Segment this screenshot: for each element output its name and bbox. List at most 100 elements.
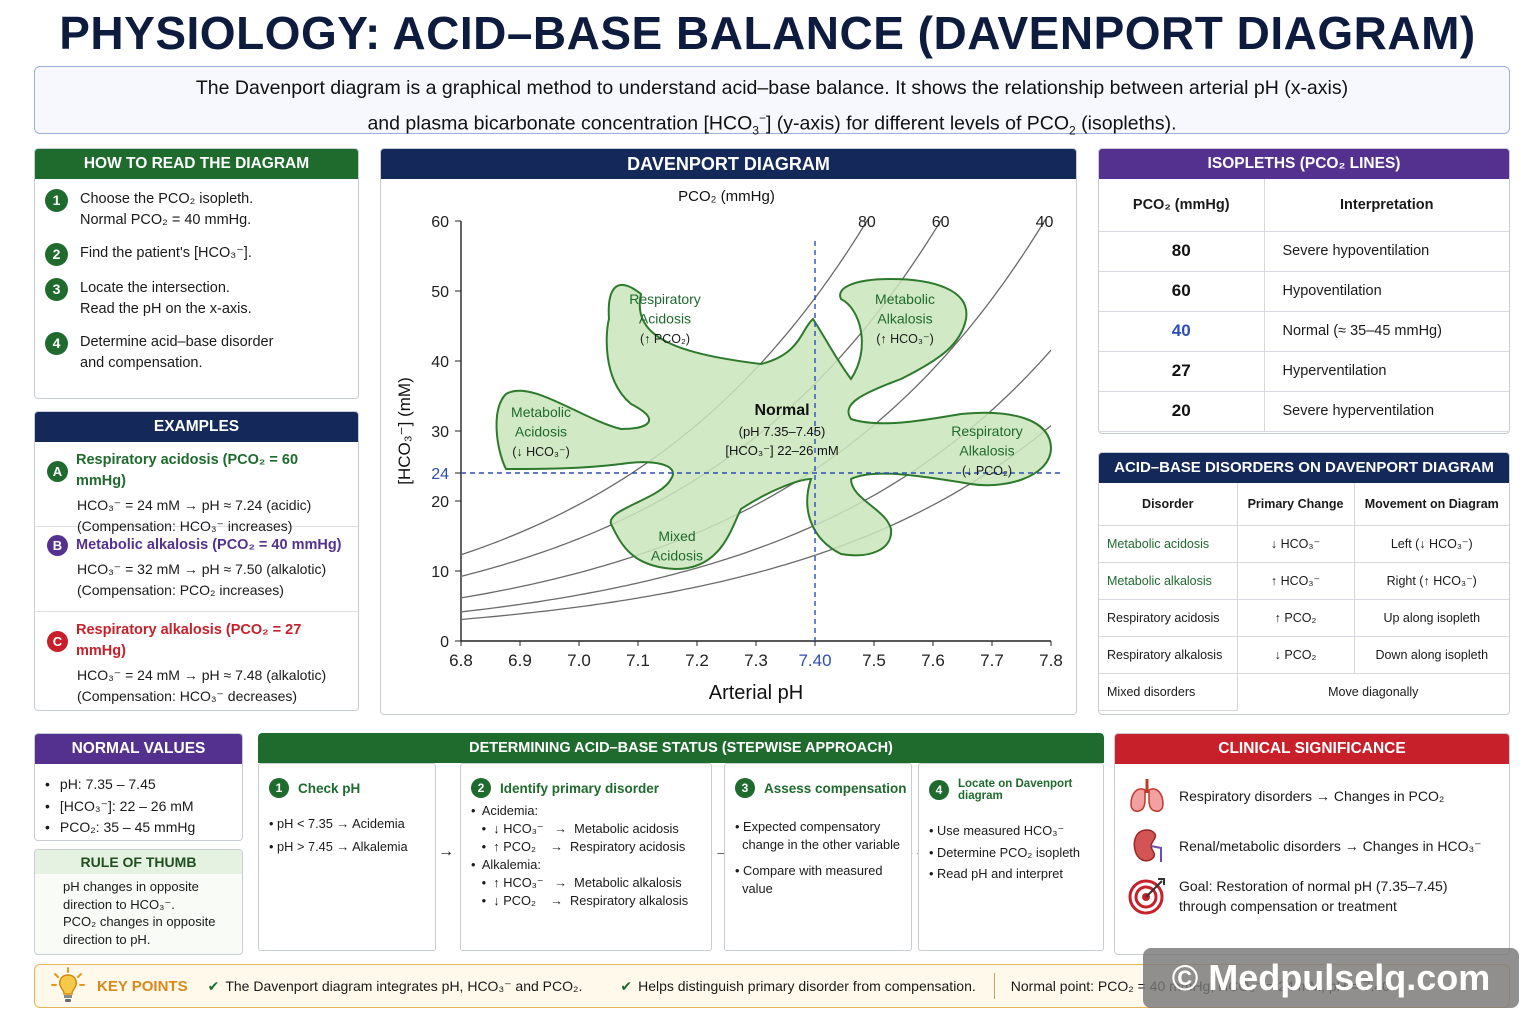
intro-line-1: The Davenport diagram is a graphical met… — [195, 77, 1349, 99]
example-letter-badge: A — [47, 460, 68, 482]
step-2-number: 2 — [471, 778, 491, 798]
step-detail-line: • ↓ PCO₂ → Respiratory alkalosis — [471, 893, 689, 908]
read-step-number: 2 — [45, 243, 68, 266]
disorder-row: Respiratory acidosis ↑ PCO₂ Up along isopl… — [1099, 599, 1509, 637]
clinical-line-2: through compensation or treatment — [1179, 898, 1397, 914]
isopleths-table: PCO₂ (mmHg) Interpretation 80 Severe hypo… — [1099, 179, 1509, 432]
example-line-2: (Compensation: HCO₃⁻ decreases) — [77, 688, 298, 704]
read-step-line-1: Locate the intersection. — [80, 280, 230, 296]
isopleth-line-20 — [461, 425, 1051, 621]
x-tick-label: 7.40 — [798, 651, 831, 670]
clinical-text: Respiratory disorders → Changes in PCO₂ — [1179, 786, 1444, 806]
disorders-panel: ACID–BASE DISORDERS ON DAVENPORT DIAGRAM… — [1098, 452, 1510, 715]
examples-panel: EXAMPLES A Respiratory acidosis (PCO₂ = 6… — [34, 411, 359, 711]
respiratory-alkalosis-label: Respiratory — [951, 423, 1023, 439]
normal-value-text: [HCO₃⁻]: 22 – 26 mM — [59, 797, 194, 814]
step-4-title: Locate on Davenport diagram — [958, 778, 1073, 802]
clinical-panel: CLINICAL SIGNIFICANCE Respiratory disord… — [1114, 733, 1510, 955]
read-step-line-2: Normal PCO₂ = 40 mmHg. — [80, 212, 252, 228]
disorder-name: Mixed disorders — [1099, 673, 1238, 711]
isopleths-panel: ISOPLETHS (PCO₂ LINES) PCO₂ (mmHg) Inter… — [1098, 148, 1510, 434]
how-to-read-heading: HOW TO READ THE DIAGRAM — [35, 149, 358, 179]
example-letter-badge: B — [47, 535, 68, 556]
isopleth-line-40 — [461, 219, 1047, 599]
step-detail-line: • Use measured HCO₃⁻ — [929, 823, 1065, 838]
step-2-title: Identify primary disorder — [500, 780, 660, 796]
normal-values-heading: NORMAL VALUES — [35, 734, 242, 764]
step-detail-line: value — [735, 881, 773, 896]
read-step: 4 Determine acid–base disorder and compens… — [45, 332, 358, 374]
y-tick-label: 40 — [431, 354, 449, 371]
stepwise-heading: DETERMINING ACID–BASE STATUS (STEPWISE A… — [258, 733, 1104, 763]
bullet-icon: • — [45, 797, 50, 814]
watermark: © Medpulselq.com — [1143, 948, 1519, 1008]
example-title: Respiratory acidosis (PCO₂ = 60 mmHg) — [76, 452, 299, 489]
rule-line: PCO₂ changes in opposite — [63, 914, 216, 929]
step-1-box: 1 Check pH • pH < 7.35 → Acidemia • pH > 7… — [258, 763, 436, 951]
clinical-heading: CLINICAL SIGNIFICANCE — [1115, 734, 1509, 764]
isopleth-pco2: 40 — [1099, 311, 1265, 352]
x-axis-label: Arterial pH — [709, 682, 803, 704]
disorder-row: Metabolic acidosis ↓ HCO₃⁻ Left (↓ HCO₃⁻) — [1099, 525, 1509, 563]
examples-heading: EXAMPLES — [35, 412, 358, 442]
disorder-row: Metabolic alkalosis ↑ HCO₃⁻ Right (↑ HCO₃⁻… — [1099, 562, 1509, 600]
disorder-movement: Move diagonally — [1328, 684, 1419, 699]
disorders-col-primary: Primary Change — [1237, 483, 1355, 526]
x-tick-label: 7.7 — [980, 651, 1004, 670]
y-tick-label: 30 — [431, 424, 449, 441]
read-step-line-1: Find the patient's [HCO₃⁻]. — [80, 245, 252, 261]
stepwise-panel: DETERMINING ACID–BASE STATUS (STEPWISE A… — [258, 733, 1104, 955]
y-tick-label: 20 — [431, 494, 449, 511]
example-letter-badge: C — [47, 630, 68, 652]
rule-line: direction to HCO₃⁻. — [63, 896, 175, 912]
example-title: Respiratory alkalosis (PCO₂ = 27 mmHg) — [76, 622, 302, 659]
page-title: PHYSIOLOGY: ACID–BASE BALANCE (DAVENPORT… — [59, 7, 1476, 59]
read-step-number: 1 — [45, 189, 68, 212]
step-detail-line: • Acidemia: — [471, 803, 539, 818]
step-detail-line: • pH < 7.35 → Acidemia — [269, 816, 405, 831]
x-tick-label: 7.0 — [567, 651, 591, 670]
disorder-primary-change: ↑ HCO₃⁻ — [1237, 562, 1355, 600]
isopleth-interpretation: Severe hyperventilation — [1264, 391, 1509, 432]
disorder-row-mixed: Mixed disorders Move diagonally — [1099, 673, 1509, 711]
davenport-diagram-panel: DAVENPORT DIAGRAM 6.8 6.9 7.0 7.1 7.2 7.3 7.40… — [380, 148, 1077, 715]
clinical-text: Goal: Restoration of normal pH (7.35–7.4… — [1179, 876, 1447, 916]
kidney-icon — [1127, 826, 1167, 866]
disorder-movement: Left (↓ HCO₃⁻) — [1354, 525, 1509, 563]
isopleth-label: 80 — [858, 214, 876, 231]
y-tick-label: 0 — [440, 634, 449, 651]
isopleth-row: 80 Severe hypoventilation — [1099, 231, 1509, 272]
y-tick-label: 60 — [431, 214, 449, 231]
disorders-heading: ACID–BASE DISORDERS ON DAVENPORT DIAGRAM — [1099, 453, 1509, 483]
clinical-item: Renal/metabolic disorders → Changes in H… — [1127, 826, 1509, 866]
acid-base-region-shape — [495, 277, 1053, 571]
disorders-col-movement: Movement on Diagram — [1354, 483, 1509, 526]
step-detail-line: • ↑ HCO₃⁻ → Metabolic alkalosis — [471, 875, 682, 890]
disorder-primary-change: ↑ PCO₂ — [1237, 599, 1355, 637]
read-step: 3 Locate the intersection. Read the pH on … — [45, 278, 358, 320]
read-step-line-1: Choose the PCO₂ isopleth. — [80, 191, 254, 207]
isopleth-interpretation: Severe hypoventilation — [1264, 231, 1509, 272]
isopleth-row: 60 Hypoventilation — [1099, 271, 1509, 312]
step-arrow-1: → — [438, 843, 454, 860]
disorder-name: Metabolic acidosis — [1099, 525, 1238, 563]
metabolic-acidosis-label: Metabolic — [511, 404, 571, 420]
step-detail-line: • Alkalemia: — [471, 857, 541, 872]
how-to-read-panel: HOW TO READ THE DIAGRAM 1 Choose the PCO₂… — [34, 148, 359, 399]
x-tick-label: 7.1 — [626, 651, 650, 670]
step-1-number: 1 — [269, 778, 289, 798]
mixed-acidosis-label: Mixed — [658, 528, 695, 544]
step-2-box: 2 Identify primary disorder • Acidemia: •… — [460, 763, 712, 951]
disorders-table: Disorder Primary Change Movement on Diag… — [1099, 483, 1509, 711]
metabolic-acidosis-label: Acidosis — [515, 424, 567, 440]
x-tick-label: 7.3 — [744, 651, 768, 670]
rule-line: pH changes in opposite — [63, 879, 199, 894]
isopleth-label: 60 — [932, 214, 950, 231]
bullet-icon: • — [45, 776, 50, 792]
davenport-chart: 6.8 6.9 7.0 7.1 7.2 7.3 7.40 7.5 7.6 7.7 7.8 0 10 20 2… — [395, 188, 1063, 704]
isopleths-heading: ISOPLETHS (PCO₂ LINES) — [1099, 149, 1509, 179]
isopleth-interpretation: Hyperventilation — [1264, 351, 1509, 392]
normal-value-item: • [HCO₃⁻]: 22 – 26 mM — [45, 796, 242, 818]
key-point-1: The Davenport diagram integrates pH, HCO… — [225, 977, 583, 994]
respiratory-acidosis-label: (↑ PCO₂) — [640, 332, 690, 346]
